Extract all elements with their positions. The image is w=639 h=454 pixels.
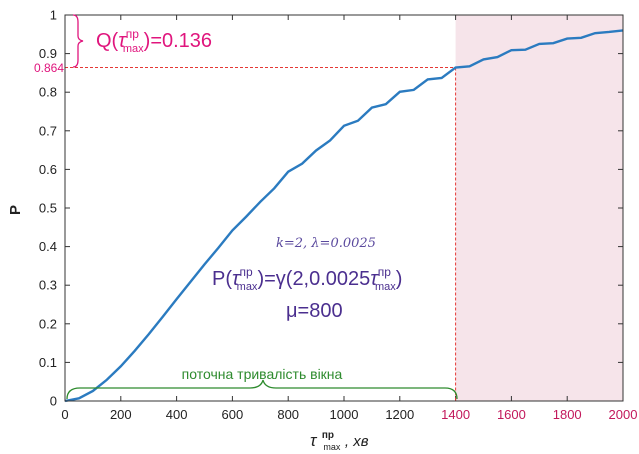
x-axis-label: τ пр max , хв xyxy=(310,425,369,454)
x-tick-label: 2000 xyxy=(609,407,638,422)
shaded-region xyxy=(455,15,623,401)
x-tick-label: 0 xyxy=(61,407,68,422)
q-annotation: Q(τпр max)=0.136 xyxy=(96,27,212,55)
y-axis-label: P xyxy=(7,205,24,215)
y-tick-label: 0.2 xyxy=(39,316,57,331)
y-tick-label: 0.6 xyxy=(39,162,57,177)
x-tick-label: 600 xyxy=(222,407,244,422)
y-tick-label: 0.3 xyxy=(39,278,57,293)
y-tick-label: 0.9 xyxy=(39,46,57,61)
x-tick-label: 400 xyxy=(166,407,188,422)
x-tick-label: 200 xyxy=(110,407,132,422)
y-tick-label: 1 xyxy=(50,8,57,23)
mu-label: μ=800 xyxy=(286,300,343,322)
window-brace xyxy=(66,379,458,400)
y-tick-label: 0.7 xyxy=(39,123,57,138)
y-tick-label: 0.5 xyxy=(39,201,57,216)
x-tick-label: 800 xyxy=(277,407,299,422)
plot-frame xyxy=(64,14,624,402)
x-tick-label: 1800 xyxy=(553,407,582,422)
q-brace xyxy=(72,14,84,68)
y-tick-label: 0.4 xyxy=(39,239,57,254)
x-tick-label: 1400 xyxy=(441,407,470,422)
x-tick-label: 1000 xyxy=(330,407,359,422)
threshold-y-label: 0.864 xyxy=(34,61,64,75)
window-label: поточна тривалість вікна xyxy=(182,366,343,382)
x-tick-label: 1200 xyxy=(385,407,414,422)
series-line xyxy=(64,29,624,403)
y-tick-label: 0.8 xyxy=(39,85,57,100)
x-tick-label: 1600 xyxy=(497,407,526,422)
y-tick-label: 0.1 xyxy=(39,355,57,370)
params-label: k=2, λ=0.0025 xyxy=(276,236,376,251)
formula-label: P(τпр max)=γ(2,0.0025τпр max) xyxy=(212,265,402,293)
y-tick-label: 0 xyxy=(50,394,57,409)
